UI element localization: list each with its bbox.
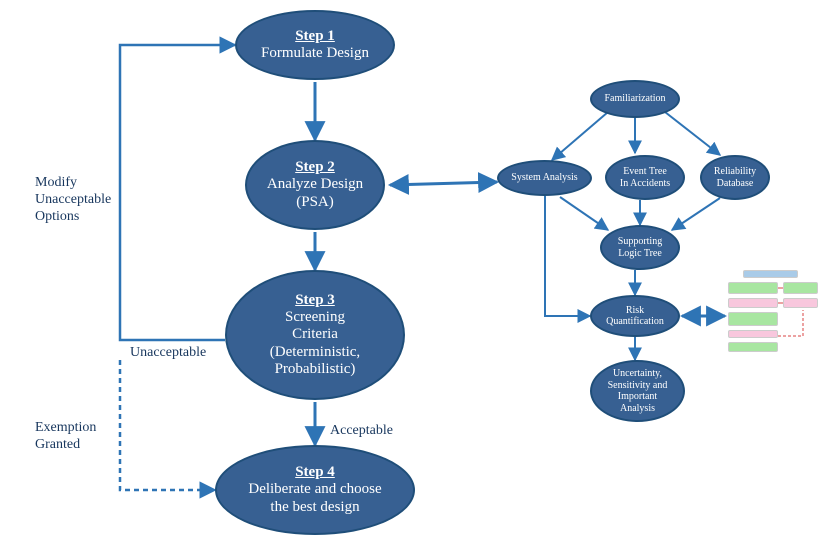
acceptable-label: Acceptable [330, 423, 393, 440]
familiarization-node: Familiarization [590, 80, 680, 118]
arrow-system-analysis-to-risk [545, 196, 590, 316]
uncertainty-node: Uncertainty, Sensitivity and Important A… [590, 360, 685, 422]
step2-text: Analyze Design (PSA) [267, 176, 363, 211]
system_analysis-text: System Analysis [511, 172, 577, 184]
modify-label: Modify Unacceptable Options [35, 175, 111, 225]
risk_quant-text: Risk Quantification [606, 305, 664, 328]
arrow-unacceptable-loop [120, 45, 235, 340]
step1-node: Step 1Formulate Design [235, 10, 395, 80]
step2-node: Step 2Analyze Design (PSA) [245, 140, 385, 230]
arrow-layer [0, 0, 826, 557]
uncertainty-text: Uncertainty, Sensitivity and Important A… [608, 368, 668, 414]
exemption-label: Exemption Granted [35, 420, 96, 454]
step4-node: Step 4Deliberate and choose the best des… [215, 445, 415, 535]
double-arrow-step2-to-detail [390, 182, 497, 185]
step3-node: Step 3Screening Criteria (Deterministic,… [225, 270, 405, 400]
familiarization-text: Familiarization [604, 93, 665, 105]
step4-title: Step 4 [295, 464, 335, 481]
supporting-text: Supporting Logic Tree [618, 236, 662, 259]
risk_quant-node: Risk Quantification [590, 295, 680, 337]
step3-text: Screening Criteria (Deterministic, Proba… [270, 309, 360, 378]
reliability-node: Reliability Database [700, 155, 770, 200]
event_tree-text: Event Tree In Accidents [620, 166, 670, 189]
diagram-canvas: { "colors": { "node_fill": "#376092", "n… [0, 0, 826, 557]
event_tree-node: Event Tree In Accidents [605, 155, 685, 200]
reliability-text: Reliability Database [714, 166, 756, 189]
step2-title: Step 2 [295, 159, 335, 176]
supporting-node: Supporting Logic Tree [600, 225, 680, 270]
step1-text: Formulate Design [261, 45, 369, 62]
system_analysis-node: System Analysis [497, 160, 592, 196]
step3-title: Step 3 [295, 292, 335, 309]
unacceptable-label: Unacceptable [130, 345, 206, 362]
arrow-exemption-loop [120, 360, 215, 490]
step4-text: Deliberate and choose the best design [248, 481, 381, 516]
step1-title: Step 1 [295, 28, 335, 45]
detail-chart [728, 270, 818, 360]
